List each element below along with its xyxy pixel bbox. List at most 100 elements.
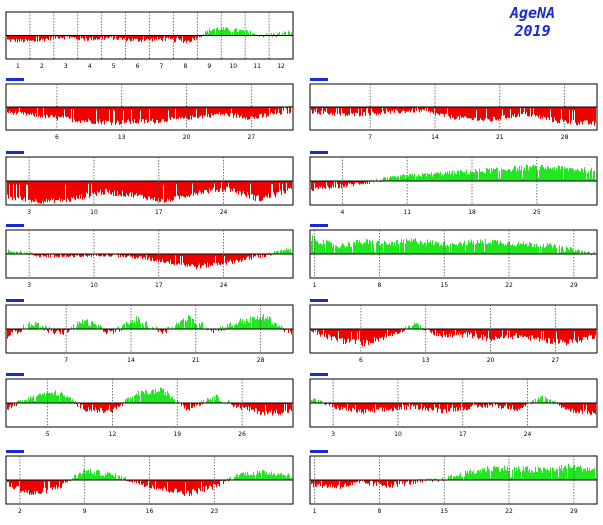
- bar: [516, 403, 517, 411]
- bar: [340, 480, 341, 489]
- bar: [504, 245, 505, 254]
- bar: [347, 403, 348, 405]
- bar: [368, 403, 369, 411]
- bar: [405, 107, 406, 114]
- bar: [557, 107, 558, 124]
- bar: [492, 239, 493, 254]
- bar: [261, 34, 262, 36]
- bar: [503, 107, 504, 116]
- bar: [104, 107, 105, 125]
- bar: [343, 244, 344, 254]
- bar: [370, 329, 371, 344]
- bar: [587, 403, 588, 415]
- bar: [25, 480, 26, 490]
- bar: [317, 480, 318, 485]
- bar: [492, 329, 493, 339]
- bar: [536, 472, 537, 480]
- bar: [43, 107, 44, 109]
- bar: [417, 403, 418, 405]
- bar: [210, 107, 211, 118]
- bar: [175, 254, 176, 256]
- bar: [396, 240, 397, 254]
- bar: [77, 181, 78, 199]
- bar: [336, 245, 337, 254]
- bar: [379, 107, 380, 114]
- bar: [444, 329, 445, 336]
- bar: [562, 246, 563, 254]
- bar: [528, 170, 529, 181]
- bar: [277, 107, 278, 113]
- bar: [197, 254, 198, 268]
- bar: [329, 240, 330, 254]
- bar: [8, 403, 9, 410]
- bar: [34, 325, 35, 329]
- bar: [594, 107, 595, 126]
- bar: [43, 35, 44, 39]
- bar: [356, 181, 357, 183]
- bar: [358, 181, 359, 184]
- bar: [512, 244, 513, 254]
- bar: [280, 473, 281, 480]
- bar: [457, 329, 458, 334]
- bar: [580, 403, 581, 411]
- bar: [29, 107, 30, 115]
- bar: [213, 329, 214, 334]
- bar: [170, 107, 171, 121]
- bar: [254, 33, 255, 36]
- bar: [68, 107, 69, 118]
- bar: [383, 107, 384, 112]
- bar: [113, 329, 114, 334]
- bar: [223, 329, 224, 331]
- bar: [24, 181, 25, 198]
- bar: [118, 326, 119, 329]
- bar: [117, 35, 118, 41]
- bar: [514, 245, 515, 254]
- bar: [429, 174, 430, 181]
- bar: [228, 480, 229, 482]
- bar: [235, 28, 236, 36]
- bar: [325, 181, 326, 190]
- bar: [427, 403, 428, 410]
- bar: [532, 107, 533, 115]
- bar: [201, 322, 202, 329]
- bar: [542, 472, 543, 480]
- bar: [18, 35, 19, 40]
- bar: [80, 254, 81, 257]
- bar: [237, 324, 238, 329]
- bar: [141, 181, 142, 196]
- bar: [66, 254, 67, 257]
- bar: [438, 242, 439, 254]
- bar: [112, 254, 113, 256]
- tick-label: 1: [313, 508, 317, 515]
- bar: [545, 396, 546, 403]
- bar: [499, 107, 500, 119]
- bar: [424, 173, 425, 181]
- bar: [494, 240, 495, 254]
- bar: [568, 107, 569, 124]
- bar: [170, 254, 171, 260]
- bar: [65, 181, 66, 185]
- bar: [358, 242, 359, 254]
- bar: [277, 326, 278, 329]
- bar: [16, 107, 17, 115]
- bar: [316, 241, 317, 254]
- bar: [112, 107, 113, 123]
- tick-label: 10: [394, 431, 402, 438]
- bar: [261, 107, 262, 115]
- bar: [247, 181, 248, 192]
- bar: [521, 243, 522, 254]
- bar: [98, 107, 99, 124]
- bar: [366, 107, 367, 109]
- bar: [260, 472, 261, 480]
- bar: [337, 480, 338, 487]
- bar: [490, 242, 491, 254]
- bar: [188, 35, 189, 41]
- bar: [456, 107, 457, 119]
- bar: [133, 254, 134, 256]
- bar: [196, 107, 197, 110]
- tick-label: 17: [155, 209, 163, 216]
- bar: [262, 403, 263, 412]
- bar: [99, 254, 100, 257]
- bar: [525, 243, 526, 254]
- bar: [174, 35, 175, 43]
